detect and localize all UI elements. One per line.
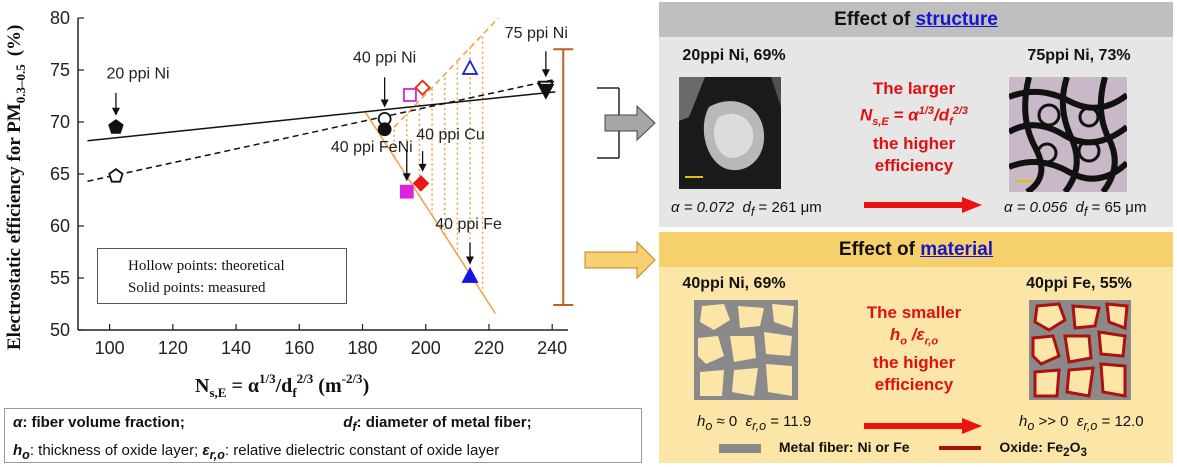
- x-tick-label: 200: [411, 338, 441, 358]
- point-annotation: 40 ppi Ni: [353, 50, 416, 67]
- material-left-params: ho ≈ 0 εr,o = 11.9: [697, 413, 812, 433]
- point-annotation: 75 ppi Ni: [505, 25, 568, 42]
- alpha-symbol: α: [13, 414, 23, 431]
- measured-circle-point: [377, 122, 392, 137]
- material-title: Effect of material: [838, 239, 994, 260]
- annotation-arrowhead: [380, 99, 389, 108]
- x-axis-label: Ns,E = α1/3/df2/3 (m-2/3): [195, 371, 369, 400]
- structure-header: [659, 2, 1173, 37]
- ho-symbol: h: [13, 442, 23, 459]
- theoretical-square-point: [403, 88, 417, 102]
- gray-right-arrow: [604, 104, 656, 142]
- measured-triangle-down-point: [537, 83, 555, 100]
- ni40-fiber-schematic: [694, 300, 798, 400]
- point-annotation: 40 ppi Cu: [416, 127, 485, 144]
- theoretical-pentagon-point: [108, 167, 124, 183]
- structure-link[interactable]: structure: [915, 9, 998, 30]
- measured-diamond-point: [412, 175, 430, 192]
- y-tick-label: 60: [50, 216, 70, 236]
- material-legend: Metal fiber: Ni or Fe Oxide: Fe2O3: [719, 439, 1087, 459]
- material-left-label: 40ppi Ni, 69%: [682, 275, 786, 292]
- ho-def: : thickness of oxide layer;: [29, 442, 199, 459]
- df-def: : diameter of metal fiber;: [356, 414, 532, 431]
- fe40-fiber-schematic: [1029, 300, 1131, 400]
- structure-title: Effect of structure: [834, 9, 998, 30]
- caption-line-1: α: fiber volume fraction; df: diameter o…: [13, 414, 532, 434]
- y-tick-label: 55: [50, 268, 70, 288]
- x-tick-label: 140: [221, 338, 251, 358]
- annotation-arrowhead: [402, 173, 411, 182]
- annotation-arrowhead: [466, 256, 474, 265]
- chart-legend: Hollow points: theoretical Solid points:…: [97, 248, 347, 304]
- x-tick-label: 120: [158, 338, 188, 358]
- alpha-def: : fiber volume fraction;: [22, 414, 185, 431]
- y-tick-label: 75: [50, 60, 70, 80]
- structure-left-params: α = 0.072 df = 261 μm: [671, 199, 822, 219]
- legend-hollow: Hollow points: theoretical: [128, 258, 285, 274]
- fit-line: [393, 17, 499, 128]
- eps-symbol: ε: [202, 442, 210, 459]
- x-tick-label: 180: [347, 338, 377, 358]
- structure-conclusion: The larger Ns,E = α1/3/df2/3 the higher …: [824, 78, 1004, 177]
- material-panel: Effect of material 40ppi Ni, 69% 40ppi F…: [659, 232, 1173, 463]
- x-tick-label: 240: [537, 338, 567, 358]
- y-tick-label: 65: [50, 164, 70, 184]
- material-red-1: The smaller: [866, 303, 962, 322]
- annotation-arrowhead: [418, 163, 427, 172]
- y-tick-label: 50: [50, 320, 70, 340]
- material-red-2: ho /εr,o: [889, 325, 939, 348]
- orange-right-arrow: [584, 240, 656, 280]
- theoretical-diamond-point: [414, 79, 431, 96]
- fiber-swatch: [719, 443, 761, 453]
- y-tick-label: 80: [50, 8, 70, 28]
- material-right-params: ho >> 0 εr,o = 12.0: [1019, 413, 1144, 433]
- point-annotation: 20 ppi Ni: [106, 65, 169, 82]
- x-tick-label: 100: [95, 338, 125, 358]
- material-link[interactable]: material: [920, 239, 994, 260]
- df-symbol: d: [343, 414, 353, 431]
- caption-line-2: ho: thickness of oxide layer; εr,o: rela…: [13, 442, 500, 462]
- structure-red-1: The larger: [872, 79, 956, 98]
- material-header: [659, 232, 1173, 267]
- annotation-arrowhead: [111, 107, 120, 116]
- efficiency-chart: 50 55 60 65 70 75 80 100 120 140 160 180 200 220 240 20…: [4, 8, 574, 400]
- legend-solid: Solid points: measured: [128, 280, 266, 296]
- x-tick-label: 160: [284, 338, 314, 358]
- eps-def: : relative dielectric constant of oxide …: [224, 442, 500, 459]
- x-tick-label: 220: [474, 338, 504, 358]
- fit-line: [87, 78, 556, 183]
- connector-arrows: [584, 87, 656, 280]
- ni75-micrograph: [1009, 77, 1127, 192]
- theoretical-triangle-point: [461, 59, 479, 75]
- fiber-legend-label: Metal fiber: Ni or Fe: [778, 439, 910, 455]
- oxide-swatch: [939, 446, 982, 451]
- material-right-label: 40ppi Fe, 55%: [1026, 275, 1132, 292]
- y-tick-label: 70: [50, 112, 70, 132]
- symbol-caption: α: fiber volume fraction; df: diameter o…: [4, 408, 642, 463]
- structure-panel: Effect of structure 20ppi Ni, 69% 75ppi …: [659, 2, 1173, 227]
- measured-triangle-point: [461, 267, 479, 283]
- measured-pentagon-point: [108, 119, 124, 134]
- structure-red-3: the higher: [872, 134, 956, 154]
- structure-red-4: efficiency: [874, 156, 954, 176]
- material-red-3: the higher: [872, 353, 956, 373]
- material-conclusion: The smaller ho /εr,o the higher efficien…: [829, 302, 999, 396]
- material-red-4: efficiency: [874, 375, 954, 395]
- structure-red-arrow: [864, 197, 982, 213]
- structure-right-params: α = 0.056 df = 65 μm: [1004, 199, 1147, 219]
- structure-red-2: Ns,E = α1/3/df2/3: [859, 105, 969, 129]
- fit-line: [87, 91, 556, 142]
- structure-left-label: 20ppi Ni, 69%: [682, 47, 786, 64]
- point-annotation: 40 ppi Fe: [435, 216, 502, 233]
- measured-square-point: [399, 184, 414, 199]
- ni20-micrograph: [679, 77, 781, 189]
- material-red-arrow: [864, 418, 982, 434]
- y-axis-label: Electrostatic efficiency for PM0.3–0.5(%…: [4, 25, 28, 350]
- point-annotation: 40 ppi FeNi: [331, 139, 413, 156]
- structure-right-label: 75ppi Ni, 73%: [1027, 47, 1131, 64]
- oxide-legend-label: Oxide: Fe2O3: [999, 439, 1088, 459]
- annotation-arrowhead: [541, 69, 550, 78]
